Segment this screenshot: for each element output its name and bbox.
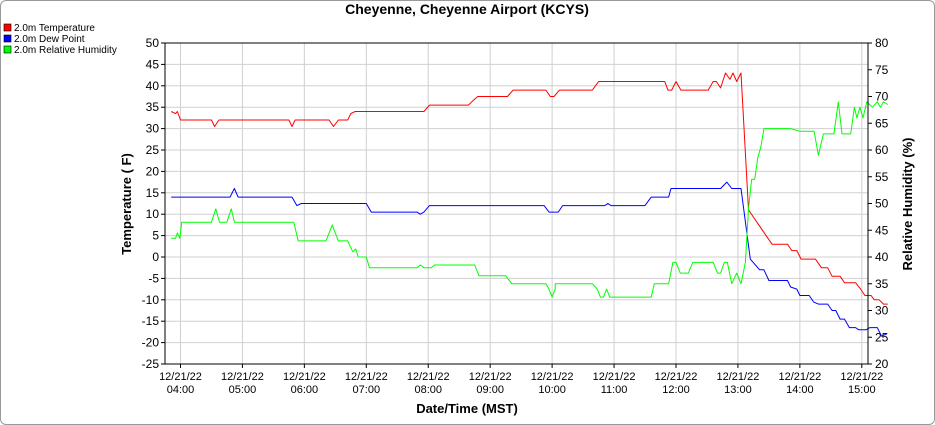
series-lines [170,72,889,337]
y-tick-label: -10 [142,293,160,307]
x-tick-date: 12/21/22 [531,371,574,383]
y2-tick-label: 20 [875,357,889,371]
x-tick-time: 09:00 [476,384,504,396]
y2-tick-label: 55 [875,170,889,184]
right-axis-ticks: 20 25 30 35 40 45 50 55 60 65 70 75 80 [868,36,889,371]
x-tick-time: 12:00 [662,384,690,396]
left-axis-ticks: -25 -20 -15 -10 -5 0 5 10 15 20 25 30 35 40 45 50 [142,36,165,371]
x-tick-date: 12/21/22 [778,371,821,383]
grid [165,42,868,365]
x-tick-date: 12/21/22 [345,371,388,383]
y-tick-label: 30 [146,122,160,136]
x-tick-date: 12/21/22 [840,371,883,383]
y-tick-label: 25 [146,143,160,157]
y2-tick-label: 80 [875,36,889,50]
x-tick-date: 12/21/22 [407,371,450,383]
x-tick-date: 12/21/22 [655,371,698,383]
legend-swatch [3,45,12,54]
y2-tick-label: 35 [875,277,889,291]
y-tick-label: 0 [152,250,159,264]
y-tick-label: 10 [146,207,160,221]
x-tick-date: 12/21/22 [221,371,264,383]
legend-label: 2.0m Dew Point [14,34,85,45]
x-tick-time: 13:00 [724,384,752,396]
series-line-0 [170,72,888,305]
x-axis-title: Date/Time (MST) [416,401,518,416]
x-tick-time: 11:00 [601,384,628,396]
x-tick-time: 05:00 [229,384,257,396]
x-tick-date: 12/21/22 [283,371,326,383]
x-tick-time: 14:00 [786,384,814,396]
legend-swatch [3,23,12,32]
y-tick-label: 40 [146,79,160,93]
y-tick-label: 15 [146,186,160,200]
y2-tick-label: 70 [875,90,889,104]
x-tick-time: 06:00 [291,384,319,396]
plot-border [164,42,869,365]
x-tick-date: 12/21/22 [469,371,512,383]
y2-tick-label: 30 [875,304,889,318]
y2-tick-label: 40 [875,250,889,264]
legend-label: 2.0m Temperature [14,23,95,34]
y-tick-label: 50 [146,36,160,50]
x-axis-ticks: 12/21/2204:0012/21/2205:0012/21/2206:001… [159,364,883,396]
chart-title: Cheyenne, Cheyenne Airport (KCYS) [345,1,589,17]
y2-tick-label: 45 [875,223,889,237]
y-tick-label: 35 [146,100,160,114]
x-tick-time: 10:00 [538,384,566,396]
y2-tick-label: 75 [875,63,889,77]
y-tick-label: 20 [146,164,160,178]
y2-tick-label: 65 [875,116,889,130]
y-tick-label: -15 [142,314,160,328]
legend-swatch [3,34,12,43]
series-line-2 [171,101,889,298]
x-tick-time: 15:00 [848,384,876,396]
x-tick-time: 07:00 [353,384,381,396]
y2-tick-label: 60 [875,143,889,157]
series-line-1 [171,181,887,337]
x-tick-time: 04:00 [167,384,195,396]
legend-label: 2.0m Relative Humidity [14,45,117,56]
y-tick-label: 5 [152,229,159,243]
y-tick-label: -25 [142,357,160,371]
y-tick-label: -5 [148,271,159,285]
x-tick-date: 12/21/22 [593,371,636,383]
right-axis-title: Relative Humidity (%) [900,138,915,271]
x-tick-time: 08:00 [414,384,442,396]
y-tick-label: 45 [146,57,160,71]
x-tick-date: 12/21/22 [717,371,760,383]
y-tick-label: -20 [142,336,160,350]
x-tick-date: 12/21/22 [159,371,202,383]
y2-tick-label: 50 [875,197,889,211]
y2-tick-label: 25 [875,330,889,344]
left-axis-title: Temperature ( F) [119,153,134,255]
